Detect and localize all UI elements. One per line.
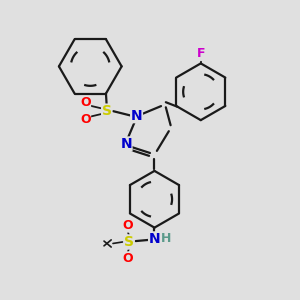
Text: O: O bbox=[80, 96, 91, 109]
Text: S: S bbox=[124, 235, 134, 249]
Text: N: N bbox=[131, 109, 142, 123]
Text: N: N bbox=[149, 232, 160, 246]
Text: O: O bbox=[80, 113, 91, 126]
Text: N: N bbox=[120, 137, 132, 151]
Text: S: S bbox=[102, 104, 112, 118]
Text: F: F bbox=[196, 47, 205, 60]
Text: O: O bbox=[122, 219, 133, 232]
Text: O: O bbox=[122, 252, 133, 265]
Text: H: H bbox=[160, 232, 171, 245]
